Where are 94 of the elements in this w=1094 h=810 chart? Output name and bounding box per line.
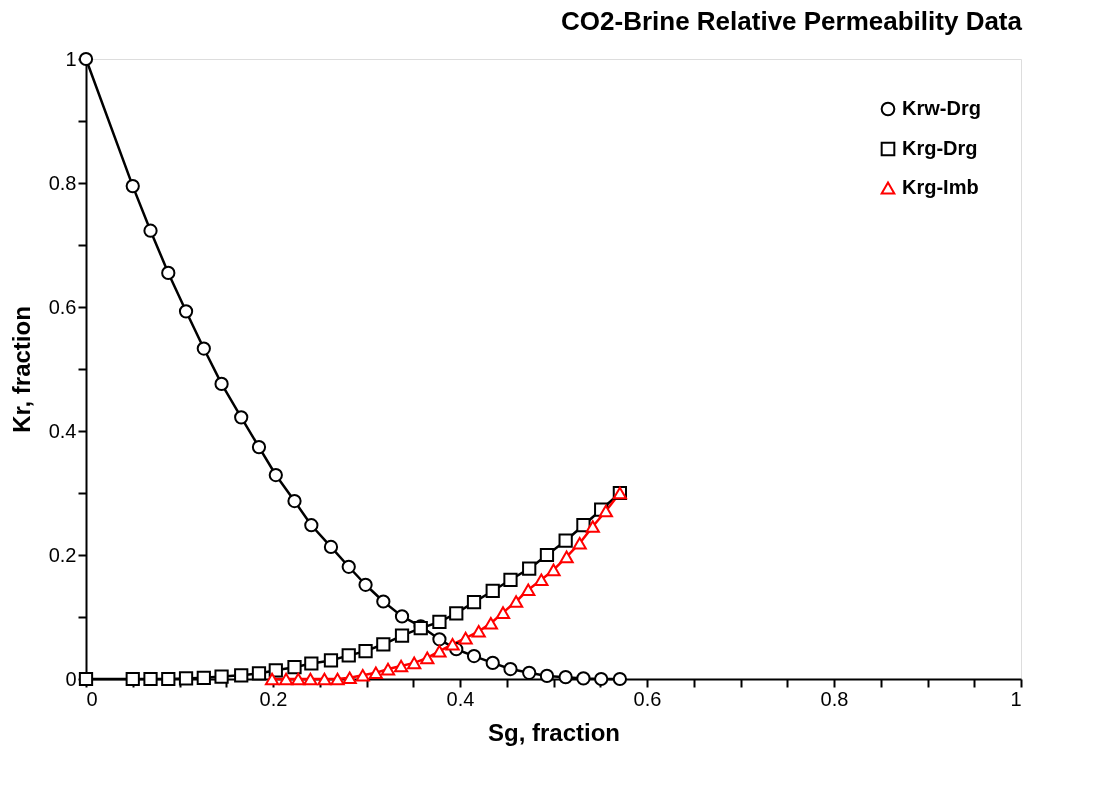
point [143, 671, 158, 687]
point [355, 668, 370, 682]
point [125, 178, 140, 194]
point [585, 520, 600, 533]
legend-label: Krw-Drg [902, 97, 981, 119]
x-tick-label: 0.8 [820, 687, 849, 710]
point [125, 671, 140, 687]
y-tick-label: 1 [65, 47, 77, 70]
point [178, 304, 194, 319]
point [303, 672, 318, 686]
point [287, 660, 302, 675]
point [432, 614, 447, 630]
point [264, 672, 280, 686]
point [449, 606, 464, 621]
x-tick-label: 0.6 [633, 687, 662, 710]
point [539, 668, 555, 684]
point [503, 572, 518, 587]
y-tick-label: 0.2 [48, 543, 77, 566]
point [576, 671, 591, 686]
point [432, 632, 447, 647]
point [495, 606, 511, 619]
point [558, 670, 573, 685]
point [278, 672, 294, 686]
point [214, 376, 229, 391]
chart-title: CO2-Brine Relative Permeability Data [561, 5, 1023, 36]
point [394, 609, 410, 624]
y-tick-label: 0 [65, 667, 77, 690]
point [534, 573, 549, 587]
x-tick-label: 0 [86, 687, 98, 710]
point [143, 223, 158, 238]
point [508, 595, 524, 608]
point [234, 668, 249, 683]
point [407, 656, 422, 670]
legend-label: Krg-Imb [902, 176, 979, 198]
y-tick-label: 0.4 [48, 419, 77, 442]
point [394, 628, 410, 643]
point [503, 661, 518, 677]
point [291, 672, 306, 686]
x-axis-title: Sg, fraction [487, 718, 621, 746]
point [594, 671, 609, 687]
x-tick-label: 0.2 [259, 687, 288, 710]
point [432, 644, 447, 658]
point [341, 559, 356, 574]
point [380, 662, 396, 676]
point [471, 624, 486, 638]
point [304, 518, 319, 533]
point [558, 533, 573, 548]
point [522, 561, 537, 576]
point [196, 341, 211, 356]
point [214, 669, 229, 684]
point [559, 550, 574, 564]
point [304, 656, 319, 671]
point [368, 666, 383, 680]
point [341, 648, 356, 663]
point [572, 536, 587, 550]
point [376, 637, 391, 652]
point [458, 631, 473, 645]
point [466, 648, 482, 664]
point [287, 493, 302, 509]
y-axis-title: Kr, fraction [7, 306, 35, 433]
point [546, 563, 561, 577]
y-tick-label: 0.8 [48, 171, 77, 194]
point [485, 583, 500, 599]
point [234, 410, 249, 425]
point [323, 539, 339, 555]
point [485, 655, 500, 670]
point [323, 653, 339, 668]
y-tick-label: 0.6 [48, 295, 77, 318]
point [521, 583, 536, 597]
point [445, 637, 460, 651]
point [161, 265, 176, 281]
point [317, 672, 332, 686]
point [376, 594, 391, 609]
point [330, 672, 345, 686]
point [178, 671, 194, 686]
point [522, 665, 537, 680]
point [358, 577, 373, 592]
point [612, 671, 628, 687]
point [342, 671, 357, 685]
point [251, 666, 267, 681]
x-tick-label: 0.4 [446, 687, 475, 710]
point [393, 659, 409, 673]
point [598, 504, 613, 518]
point [539, 547, 555, 563]
x-tick-label: 1 [1010, 687, 1022, 710]
point [161, 671, 176, 687]
point [420, 651, 435, 665]
point [268, 467, 283, 483]
point [466, 595, 482, 610]
point [196, 670, 211, 685]
legend-label: Krg-Drg [902, 137, 978, 159]
point [358, 643, 373, 659]
point [483, 616, 498, 630]
point [251, 440, 267, 455]
